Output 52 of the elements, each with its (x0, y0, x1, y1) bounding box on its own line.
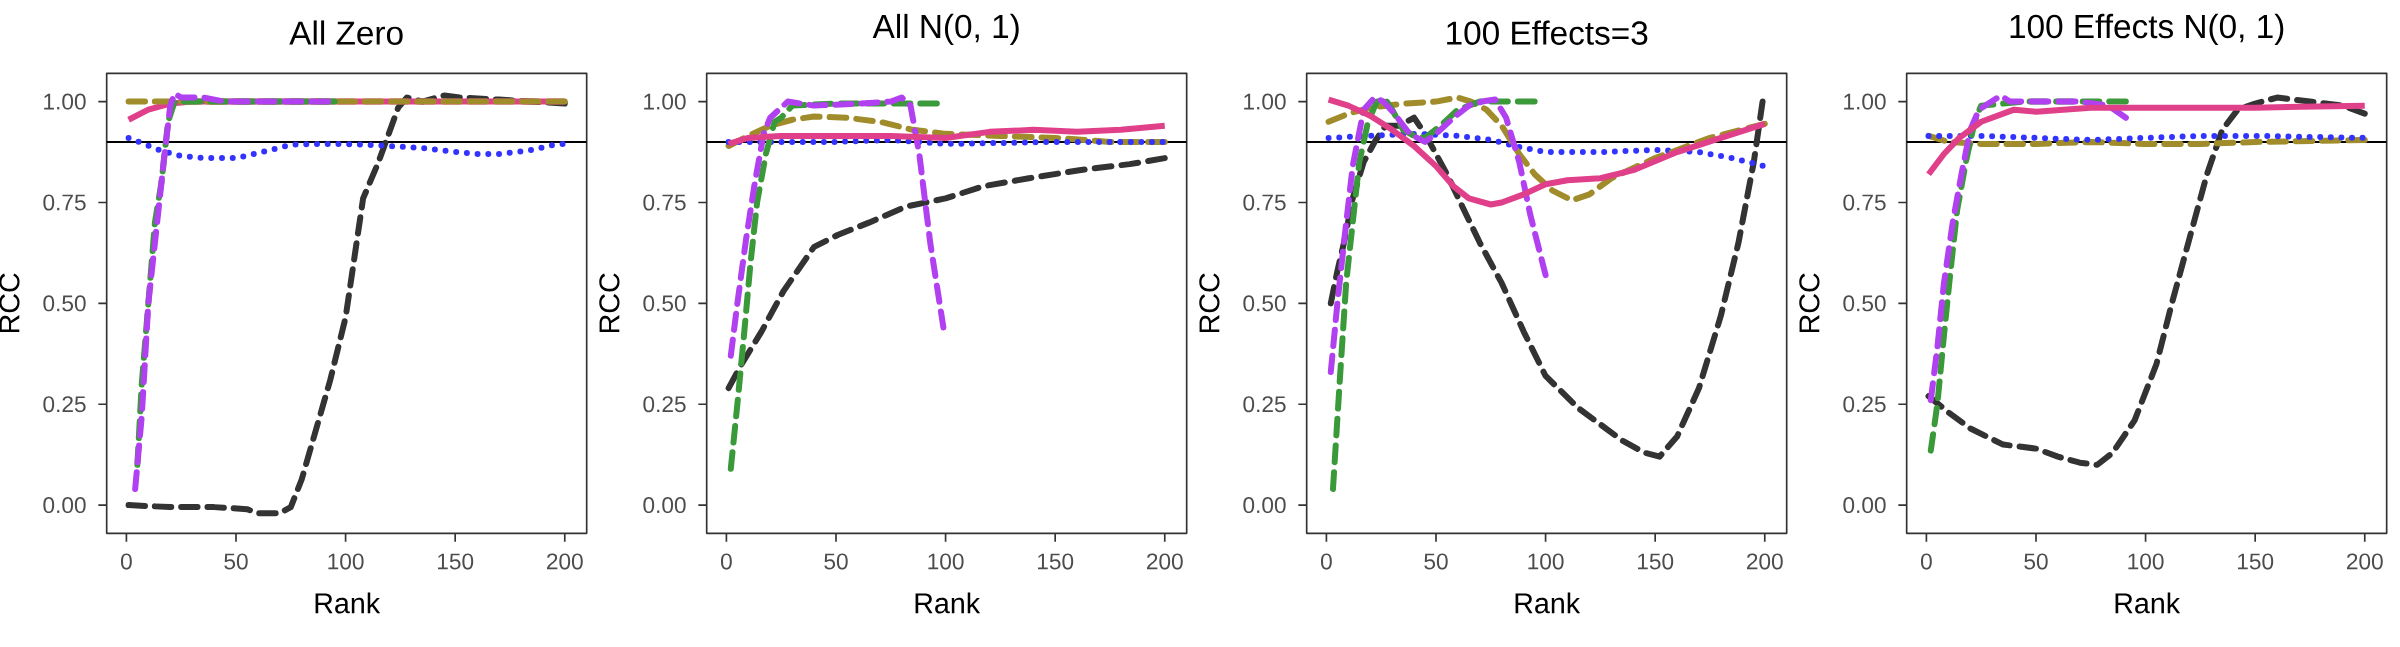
chart-title: 100 Effects N(0, 1) (2010, 14, 2284, 46)
x-tick-label: 0 (720, 553, 732, 570)
x-tick-label: 50 (1424, 553, 1448, 570)
y-tick-label: 1.00 (1244, 93, 1286, 110)
x-tick-label: 0 (1920, 553, 1932, 570)
x-tick-label: 100 (1528, 553, 1564, 570)
x-tick-label: 200 (547, 553, 583, 570)
y-tick-label: 0.75 (1243, 194, 1286, 211)
x-tick-label: 0 (121, 553, 132, 570)
x-tick-label: 150 (1037, 553, 1074, 570)
y-tick-label: 1.00 (44, 93, 86, 110)
x-tick-label: 150 (2237, 553, 2274, 570)
x-tick-label: 50 (2024, 553, 2048, 570)
y-tick-label: 0.50 (1243, 295, 1286, 312)
x-axis-title: Rank (915, 592, 981, 614)
x-tick-label: 100 (928, 553, 964, 570)
x-tick-label: 200 (1147, 553, 1183, 570)
y-tick-label: 0.00 (1843, 497, 1886, 514)
chart-title: All N(0, 1) (872, 14, 1019, 46)
y-axis-title: RCC (1799, 273, 1820, 333)
y-tick-label: 0.25 (1843, 396, 1886, 413)
y-axis-title: RCC (1199, 273, 1220, 333)
y-tick-label: 0.00 (43, 497, 86, 514)
y-tick-label: 0.00 (1243, 497, 1286, 514)
y-tick-label: 1.00 (644, 93, 686, 110)
chart-title: 100 Effects=3 (1447, 20, 1648, 46)
x-tick-label: 0 (1320, 553, 1332, 570)
y-tick-label: 0.25 (43, 396, 86, 413)
y-axis-title: RCC (0, 273, 20, 333)
x-tick-label: 100 (2128, 553, 2164, 570)
x-tick-label: 50 (224, 553, 248, 570)
y-tick-label: 0.50 (43, 295, 86, 312)
x-tick-label: 200 (2347, 553, 2383, 570)
y-tick-label: 1.00 (1844, 93, 1886, 110)
y-tick-label: 0.75 (1843, 194, 1886, 211)
y-tick-label: 0.25 (643, 396, 686, 413)
y-tick-label: 0.50 (1843, 295, 1886, 312)
x-tick-label: 150 (437, 553, 474, 570)
y-tick-label: 0.00 (643, 497, 686, 514)
x-tick-label: 200 (1747, 553, 1783, 570)
y-axis-title: RCC (599, 273, 620, 333)
x-axis-title: Rank (2115, 592, 2181, 614)
x-tick-label: 50 (824, 553, 848, 570)
x-tick-label: 100 (328, 553, 364, 570)
y-tick-label: 0.25 (1243, 396, 1286, 413)
x-axis-title: Rank (1515, 592, 1581, 614)
x-tick-label: 150 (1637, 553, 1674, 570)
y-tick-label: 0.50 (643, 295, 686, 312)
y-tick-label: 0.75 (643, 194, 686, 211)
chart-title: All Zero (289, 20, 403, 46)
y-tick-label: 0.75 (43, 194, 86, 211)
x-axis-title: Rank (315, 592, 381, 614)
